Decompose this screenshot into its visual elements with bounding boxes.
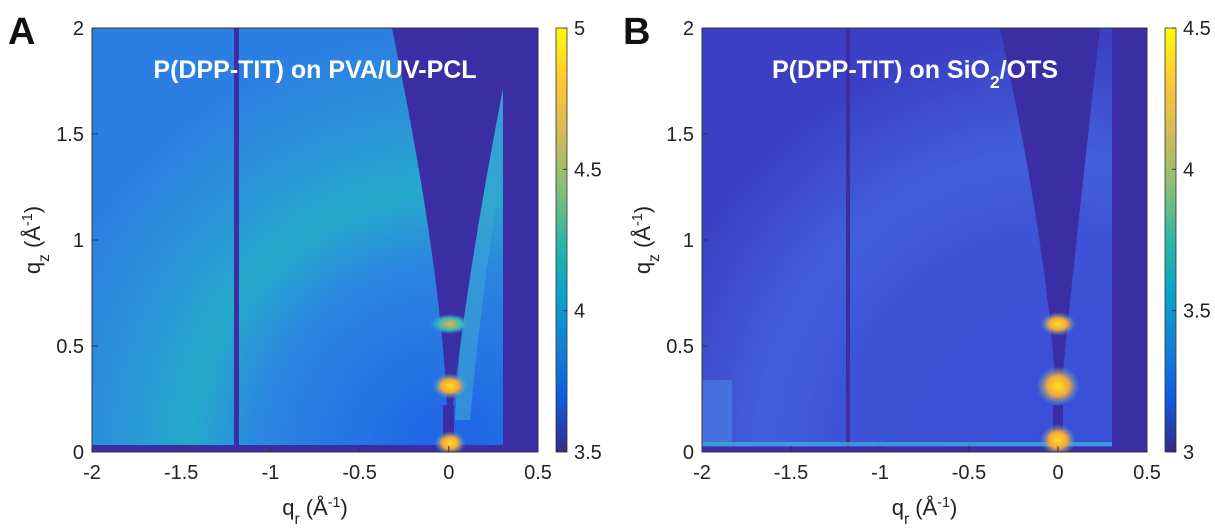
colorbar-tick-label: 4.5	[574, 159, 602, 181]
x-axis-label-part: )	[950, 495, 957, 520]
panel-label: A	[8, 11, 35, 53]
heatmap	[702, 28, 1147, 452]
colorbar-tick-label: 4.5	[1183, 18, 1211, 40]
x-tick-label: -0.5	[952, 462, 986, 484]
y-axis-label-part: (Å	[630, 226, 655, 254]
colorbar-tick-label: 3.5	[1183, 301, 1211, 323]
colorbar-tick-label: 3	[1183, 442, 1194, 464]
x-tick-label: -2	[83, 462, 101, 484]
y-axis-label: qz (Å-1)	[630, 206, 663, 274]
x-tick-label: -1.5	[164, 462, 198, 484]
colorbar-tick-label: 4	[1183, 159, 1194, 181]
x-tick-label: -0.5	[342, 462, 376, 484]
x-tick-label: -1.5	[774, 462, 808, 484]
x-tick-label: -1	[871, 462, 889, 484]
chart-title: P(DPP-TIT) on SiO2/OTS	[772, 56, 1058, 92]
chart-title: P(DPP-TIT) on PVA/UV-PCL	[153, 56, 476, 84]
y-tick-label: 2	[683, 18, 694, 40]
x-tick-label: 0.5	[524, 462, 552, 484]
colorbar	[1164, 27, 1177, 453]
colorbar-tick-label: 3.5	[574, 442, 602, 464]
y-axis-label-part: q	[20, 262, 45, 274]
y-tick-label: 1.5	[666, 124, 694, 146]
panel-label: B	[623, 11, 650, 53]
x-axis-label: qr (Å-1)	[282, 495, 348, 525]
x-tick-label: -1	[262, 462, 280, 484]
y-axis-label-part: z	[646, 254, 663, 262]
y-axis-label-part: )	[20, 206, 45, 213]
y-axis-label-part: -1	[630, 213, 646, 226]
y-tick-label: 0	[73, 442, 84, 464]
colorbar-tick-label: 4	[574, 301, 585, 323]
x-axis-label-part: (Å	[909, 495, 937, 520]
x-tick-label: 0.5	[1133, 462, 1161, 484]
chart-title-part: P(DPP-TIT) on SiO	[772, 56, 990, 84]
colorbar-tick-label: 5	[574, 18, 585, 40]
x-axis-label-part: -1	[937, 495, 950, 511]
y-tick-label: 2	[73, 18, 84, 40]
x-tick-label: -2	[693, 462, 711, 484]
heatmap	[92, 28, 538, 452]
x-axis-label-part: r	[904, 511, 909, 526]
y-axis-label-part: (Å	[20, 226, 45, 254]
y-tick-label: 1	[683, 230, 694, 252]
y-tick-label: 0	[683, 442, 694, 464]
y-tick-label: 1	[73, 230, 84, 252]
y-axis-label-part: q	[630, 262, 655, 274]
y-tick-label: 0.5	[666, 336, 694, 358]
colorbar	[555, 27, 568, 453]
x-tick-label: 0	[443, 462, 454, 484]
y-axis-label-part: -1	[20, 213, 36, 226]
y-tick-label: 0.5	[56, 336, 84, 358]
x-axis-label: qr (Å-1)	[892, 495, 958, 525]
x-axis-label-part: )	[340, 495, 347, 520]
x-tick-label: 0	[1052, 462, 1063, 484]
x-axis-label-part: r	[294, 511, 299, 526]
y-axis-label: qz (Å-1)	[20, 206, 53, 274]
y-axis-label-part: z	[36, 254, 53, 262]
x-axis-label-part: (Å	[300, 495, 328, 520]
chart-title-part: P(DPP-TIT) on PVA/UV-PCL	[153, 56, 476, 84]
y-tick-label: 1.5	[56, 124, 84, 146]
chart-title-part: 2	[990, 72, 1000, 92]
x-axis-label-part: q	[282, 495, 294, 520]
x-axis-label-part: -1	[328, 495, 341, 511]
chart-title-part: /OTS	[1000, 56, 1058, 84]
x-axis-label-part: q	[892, 495, 904, 520]
y-axis-label-part: )	[630, 206, 655, 213]
